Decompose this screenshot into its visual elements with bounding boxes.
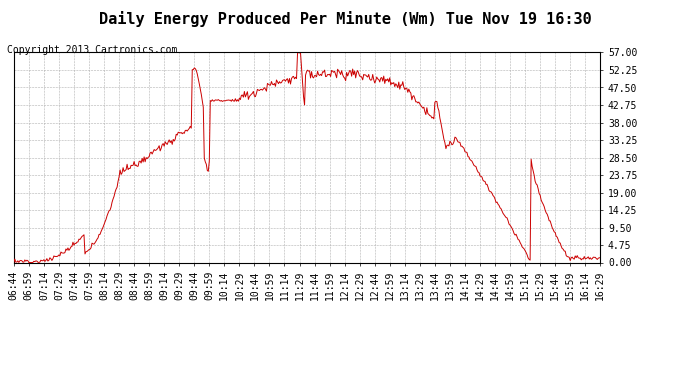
Text: Daily Energy Produced Per Minute (Wm) Tue Nov 19 16:30: Daily Energy Produced Per Minute (Wm) Tu… (99, 11, 591, 27)
Text: Copyright 2013 Cartronics.com: Copyright 2013 Cartronics.com (7, 45, 177, 55)
Text: Power Produced  (watts/minute): Power Produced (watts/minute) (477, 27, 634, 36)
